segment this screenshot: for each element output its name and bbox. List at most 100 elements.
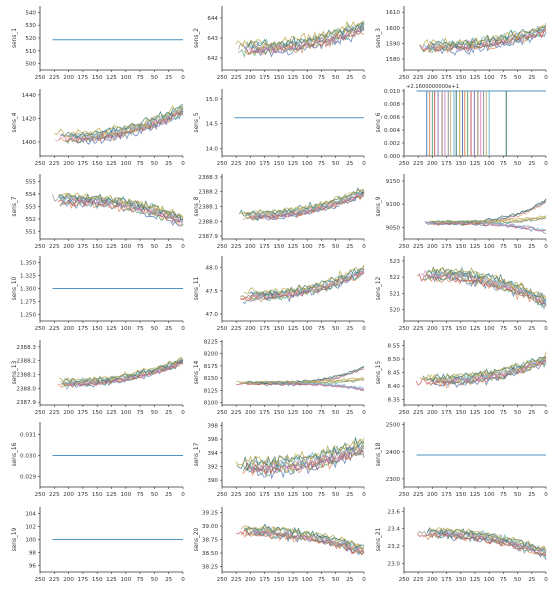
x-tick-label: 0 (362, 75, 366, 81)
y-tick-label: 9050 (386, 225, 401, 231)
x-tick-label: 75 (137, 492, 145, 498)
x-tick-label: 25 (528, 577, 536, 583)
x-tick-label: 125 (106, 410, 117, 416)
y-tick-label: 14.5 (206, 122, 219, 128)
y-axis-label: sens_3 (376, 28, 382, 48)
y-tick-label: 2388.3 (198, 175, 218, 181)
x-tick-label: 225 (49, 326, 60, 332)
x-tick-label: 75 (318, 492, 326, 498)
x-tick-label: 100 (302, 326, 313, 332)
x-tick-label: 175 (259, 410, 270, 416)
x-tick-label: 175 (441, 75, 452, 81)
x-tick-label: 225 (413, 577, 424, 583)
x-tick-label: 150 (92, 577, 103, 583)
y-tick-label: 500 (25, 62, 36, 68)
x-tick-label: 200 (245, 326, 256, 332)
x-tick-label: 150 (273, 244, 284, 250)
x-tick-label: 200 (245, 161, 256, 167)
x-tick-label: 25 (346, 161, 354, 167)
x-tick-label: 175 (78, 244, 89, 250)
x-tick-label: 0 (362, 410, 366, 416)
x-tick-label: 75 (500, 410, 508, 416)
y-tick-label: 1.250 (20, 313, 36, 319)
series-line (429, 26, 547, 49)
x-tick-label: 175 (441, 577, 452, 583)
x-tick-label: 100 (484, 161, 495, 167)
y-tick-label: 521 (389, 291, 400, 297)
y-tick-label: 8.45 (388, 371, 401, 377)
y-axis-label: sens_8 (194, 196, 200, 216)
y-tick-label: 1.325 (20, 273, 36, 279)
x-tick-label: 200 (245, 410, 256, 416)
x-tick-label: 175 (441, 410, 452, 416)
x-tick-label: 175 (78, 492, 89, 498)
x-tick-label: 50 (514, 326, 522, 332)
y-tick-label: 100 (25, 538, 36, 544)
y-tick-label: 2400 (386, 450, 401, 456)
y-tick-label: 2387.9 (198, 234, 218, 240)
x-tick-label: 75 (137, 577, 145, 583)
y-axis-label: sens_1 (12, 28, 18, 48)
x-tick-label: 200 (63, 244, 74, 250)
series-line (425, 198, 547, 225)
series-line (58, 192, 184, 218)
series-line (245, 525, 365, 552)
offset-label: +2.1600000000e+1 (406, 84, 459, 90)
x-tick-label: 0 (362, 326, 366, 332)
y-tick-label: 0.000 (384, 154, 400, 160)
series-line (430, 527, 547, 551)
x-tick-label: 50 (151, 161, 159, 167)
x-tick-label: 75 (318, 161, 326, 167)
y-tick-label: 2300 (386, 477, 401, 483)
y-tick-label: 390 (207, 478, 218, 484)
x-tick-label: 225 (49, 244, 60, 250)
x-tick-label: 150 (273, 161, 284, 167)
y-tick-label: 643 (207, 36, 218, 42)
y-axis-label: sens_19 (12, 527, 18, 551)
y-axis-label: sens_13 (12, 360, 18, 384)
y-tick-label: 47.0 (206, 312, 219, 318)
x-tick-label: 250 (217, 326, 228, 332)
x-tick-label: 25 (346, 326, 354, 332)
x-tick-label: 100 (120, 492, 131, 498)
y-tick-label: 553 (25, 205, 36, 211)
x-tick-label: 25 (165, 161, 173, 167)
y-tick-label: 2388.0 (16, 386, 36, 392)
series-line (427, 266, 547, 300)
x-tick-label: 200 (427, 492, 438, 498)
y-tick-label: 8225 (204, 339, 219, 345)
x-tick-label: 175 (259, 161, 270, 167)
x-tick-label: 0 (544, 75, 548, 81)
y-tick-label: 8.40 (388, 384, 401, 390)
x-tick-label: 125 (470, 492, 481, 498)
x-tick-label: 75 (318, 577, 326, 583)
x-tick-label: 50 (514, 161, 522, 167)
x-tick-label: 250 (35, 577, 46, 583)
y-tick-label: 2500 (386, 423, 401, 429)
y-tick-label: 23.0 (388, 561, 401, 567)
series-line (430, 266, 547, 299)
x-tick-label: 150 (455, 75, 466, 81)
x-tick-label: 175 (78, 75, 89, 81)
y-tick-label: 23.4 (388, 527, 401, 533)
x-tick-label: 100 (302, 577, 313, 583)
y-tick-label: 8125 (204, 388, 219, 394)
y-tick-label: 104 (25, 512, 36, 518)
x-tick-label: 125 (470, 577, 481, 583)
y-tick-label: 9150 (386, 179, 401, 185)
x-tick-label: 100 (484, 75, 495, 81)
series-line (235, 20, 365, 49)
series-line (238, 21, 365, 51)
x-tick-label: 125 (106, 326, 117, 332)
x-tick-label: 225 (413, 244, 424, 250)
x-tick-label: 75 (137, 244, 145, 250)
y-tick-label: 523 (389, 259, 400, 265)
series-line (419, 351, 547, 381)
x-tick-label: 0 (181, 577, 185, 583)
series-line (427, 532, 547, 559)
x-tick-label: 225 (413, 75, 424, 81)
y-tick-label: 2387.9 (16, 400, 36, 406)
x-tick-label: 0 (362, 492, 366, 498)
